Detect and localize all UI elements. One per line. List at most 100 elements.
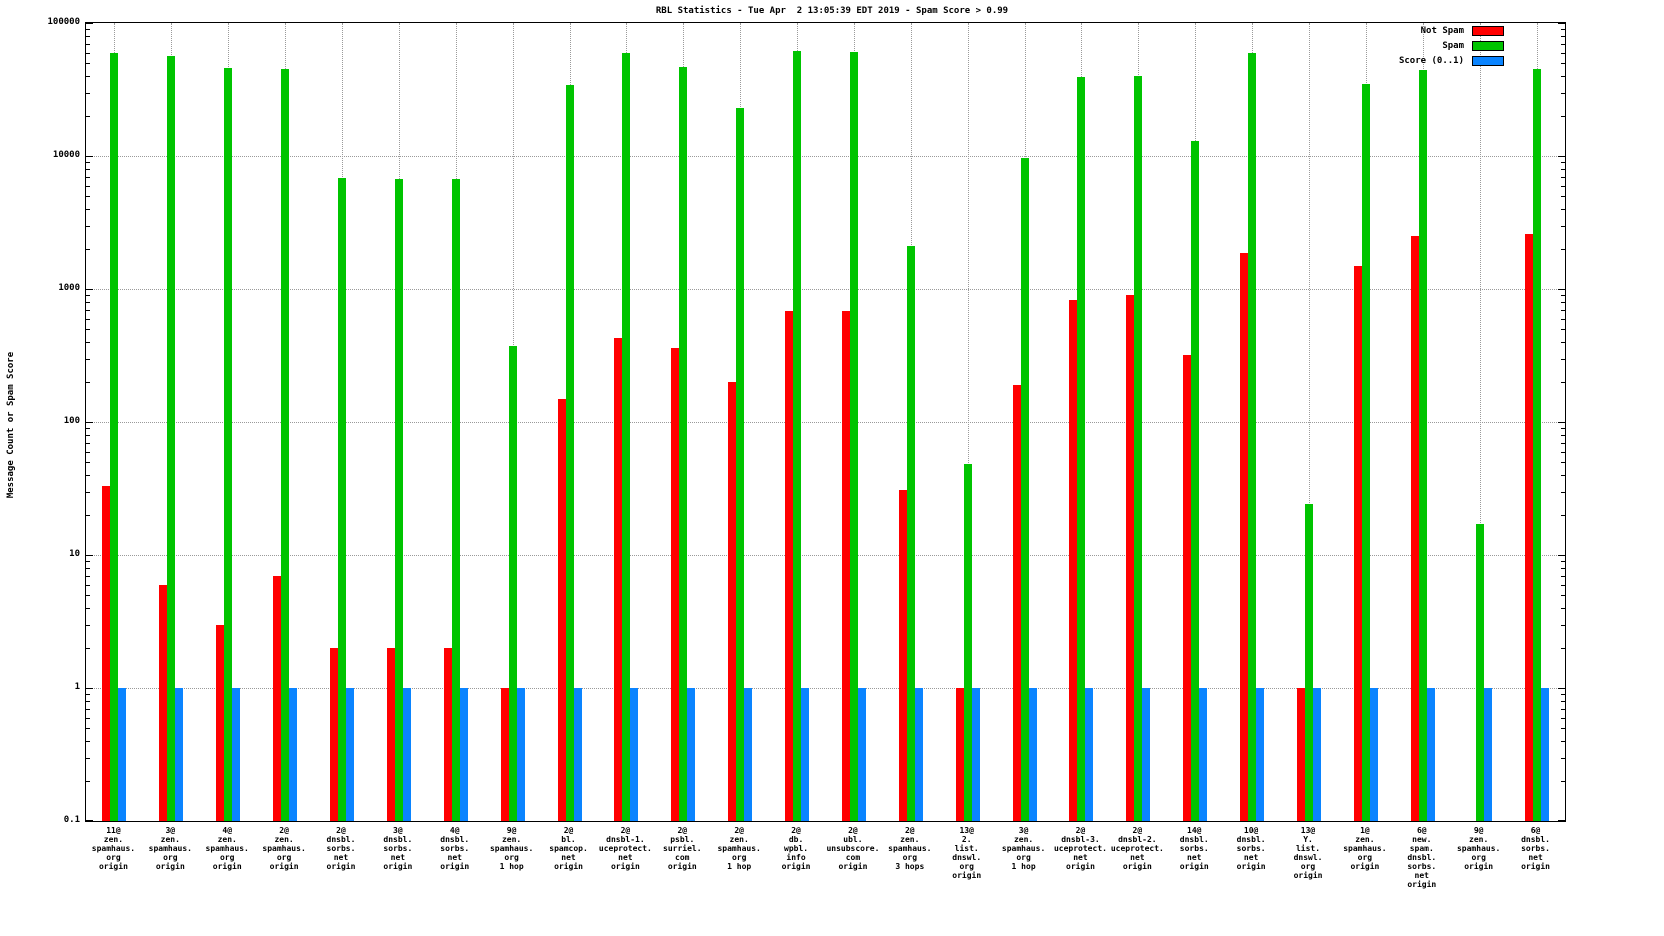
bar-not-spam (1183, 354, 1192, 821)
y-minor-tick (1561, 624, 1565, 626)
y-minor-tick (1561, 491, 1565, 493)
x-category-label: 4@ zen. spamhaus. org origin (205, 826, 249, 871)
y-minor-tick (86, 301, 90, 303)
y-minor-tick (86, 607, 90, 609)
chart-title: RBL Statistics - Tue Apr 2 13:05:39 EDT … (655, 6, 1009, 16)
bar-score-0-1 (1256, 688, 1265, 821)
x-category-label: 2@ dnsbl-1. uceprotect. net origin (598, 826, 652, 871)
y-minor-tick (86, 647, 90, 649)
bar-score-0-1 (516, 688, 525, 821)
bar-score-0-1 (971, 688, 980, 821)
bar-score-0-1 (1313, 688, 1322, 821)
y-minor-tick (86, 561, 90, 563)
x-category-label: 2@ zen. spamhaus. org 3 hops (888, 826, 932, 871)
y-minor-tick (86, 52, 90, 54)
bar-spam (451, 179, 460, 821)
y-major-tick (1558, 688, 1565, 689)
y-minor-tick (86, 514, 90, 516)
legend-label: Score (0..1) (1398, 56, 1464, 66)
y-minor-tick (1561, 63, 1565, 65)
bar-score-0-1 (402, 688, 411, 821)
legend-swatch (1472, 41, 1504, 51)
bar-spam (1361, 83, 1370, 821)
bar-spam (394, 179, 403, 821)
y-minor-tick (1561, 700, 1565, 702)
y-minor-tick (86, 309, 90, 311)
y-minor-tick (1561, 52, 1565, 54)
y-minor-tick (86, 115, 90, 117)
x-category-label: 9@ zen. spamhaus. org 1 hop (489, 826, 534, 871)
y-minor-tick (1561, 442, 1565, 444)
y-minor-tick (1561, 474, 1565, 476)
bar-spam (906, 246, 915, 821)
bar-not-spam (1069, 300, 1078, 821)
bar-spam (679, 66, 688, 821)
y-minor-tick (86, 162, 90, 164)
x-category-label: 2@ dnsbl. sorbs. net origin (326, 826, 356, 871)
legend-row: Not Spam (1421, 26, 1504, 36)
x-category-label: 9@ zen. spamhaus. org origin (1456, 826, 1501, 871)
bar-not-spam (1297, 688, 1306, 821)
y-minor-tick (1561, 451, 1565, 453)
plot-area (85, 22, 1566, 822)
y-minor-tick (1561, 341, 1565, 343)
bar-spam (1077, 77, 1086, 821)
y-minor-tick (86, 225, 90, 227)
y-minor-tick (86, 694, 90, 696)
x-gridline (1309, 23, 1311, 821)
y-gridline (86, 289, 1565, 290)
bar-spam (1418, 70, 1427, 821)
y-major-tick (86, 555, 93, 556)
y-major-tick (1558, 23, 1565, 24)
x-category-label: 14@ dnsbl. sorbs. net origin (1179, 826, 1209, 871)
y-minor-tick (1561, 694, 1565, 696)
x-gridline (1479, 23, 1481, 821)
bar-spam (622, 53, 631, 821)
x-category-label: 6@ dnsbl. sorbs. net origin (1521, 826, 1550, 871)
y-minor-tick (1561, 428, 1565, 430)
x-gridline (967, 23, 969, 821)
bar-not-spam (386, 647, 395, 821)
y-minor-tick (1561, 708, 1565, 710)
y-minor-tick (1561, 92, 1565, 94)
y-minor-tick (1561, 434, 1565, 436)
y-major-tick (86, 422, 93, 423)
y-minor-tick (1561, 740, 1565, 742)
y-tick-label: 1 (74, 682, 80, 692)
y-tick-label: 0.1 (63, 815, 80, 825)
y-minor-tick (86, 462, 90, 464)
y-minor-tick (86, 185, 90, 187)
bar-not-spam (841, 311, 850, 821)
y-tick-label: 10 (69, 549, 80, 559)
bar-not-spam (671, 348, 680, 821)
y-minor-tick (1561, 301, 1565, 303)
x-category-label: 4@ dnsbl. sorbs. net origin (440, 826, 470, 871)
bar-spam (508, 346, 517, 821)
y-minor-tick (1561, 728, 1565, 730)
y-minor-tick (1561, 567, 1565, 569)
x-category-label: 2@ zen. spamhaus. org 1 hop (717, 826, 761, 871)
y-major-tick (1558, 555, 1565, 556)
y-minor-tick (1561, 318, 1565, 320)
x-category-label: 13@ 2. list. dnswl. org origin (952, 826, 982, 880)
y-minor-tick (86, 584, 90, 586)
bar-score-0-1 (687, 688, 696, 821)
y-minor-tick (86, 75, 90, 77)
y-tick-label: 1000 (58, 283, 80, 293)
y-minor-tick (86, 381, 90, 383)
y-minor-tick (86, 35, 90, 37)
x-category-label: 11@ zen. spamhaus. org origin (91, 826, 136, 871)
y-minor-tick (86, 43, 90, 45)
bar-score-0-1 (630, 688, 639, 821)
y-minor-tick (86, 29, 90, 31)
y-minor-tick (86, 434, 90, 436)
y-minor-tick (86, 451, 90, 453)
y-minor-tick (86, 318, 90, 320)
bar-score-0-1 (232, 688, 241, 821)
y-major-tick (86, 289, 93, 290)
bar-score-0-1 (1085, 688, 1094, 821)
bar-score-0-1 (175, 688, 184, 821)
y-minor-tick (1561, 358, 1565, 360)
y-minor-tick (1561, 185, 1565, 187)
